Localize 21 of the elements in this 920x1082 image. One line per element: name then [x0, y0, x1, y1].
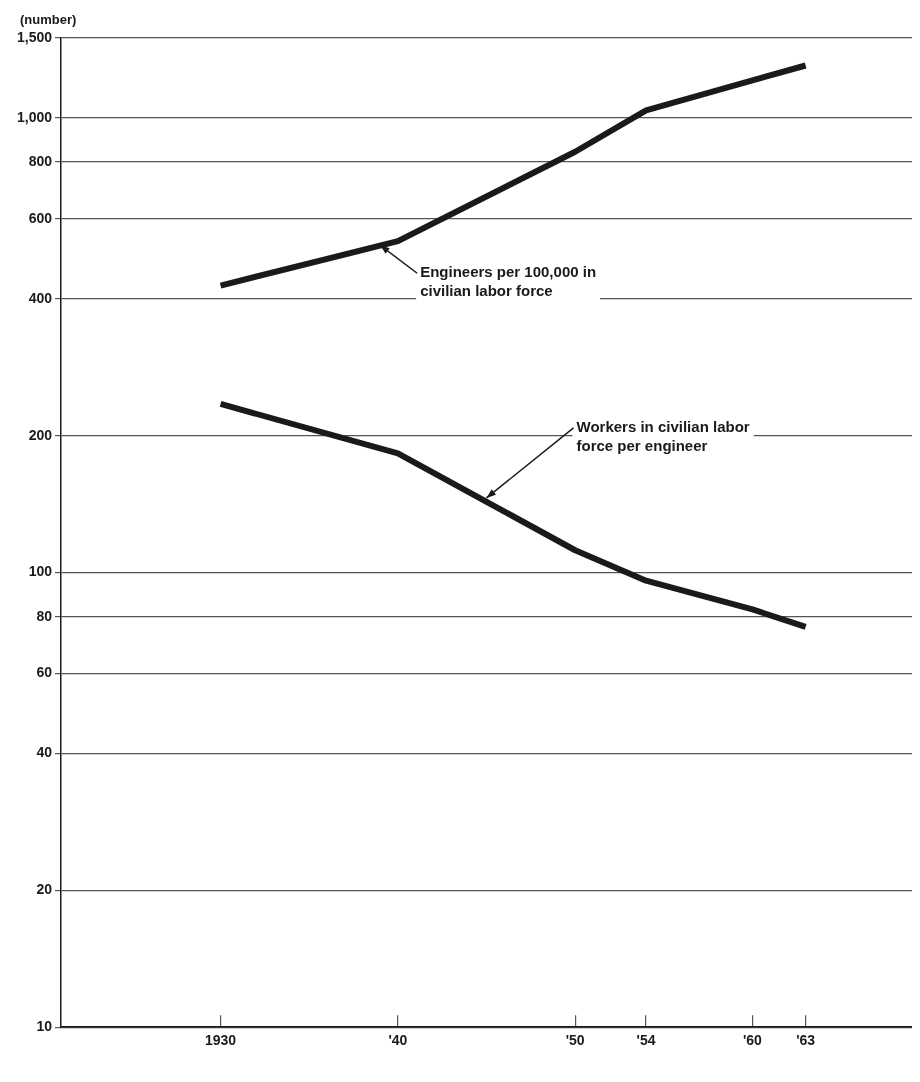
- y-axis-title: (number): [20, 12, 77, 28]
- y-tick-label: 800: [28, 152, 53, 169]
- y-tick-label: 20: [36, 881, 53, 898]
- x-tick-label: '40: [388, 1032, 408, 1049]
- y-tick-label: 200: [28, 426, 53, 443]
- y-tick-label: 60: [36, 664, 53, 681]
- y-tick-label: 100: [28, 563, 53, 580]
- annotation: Engineers per 100,000 in civilian labor force: [420, 262, 597, 299]
- y-tick-label: 1,000: [16, 108, 53, 125]
- y-tick-label: 600: [28, 209, 53, 226]
- x-tick-label: 1930: [205, 1032, 237, 1049]
- y-tick-label: 40: [36, 744, 53, 761]
- x-tick-label: '54: [636, 1032, 656, 1049]
- y-tick-label: 400: [28, 289, 53, 306]
- y-tick-label: 10: [36, 1018, 53, 1035]
- annotation: Workers in civilian labor force per engineer: [576, 417, 750, 454]
- y-tick-label: 80: [36, 607, 53, 624]
- x-tick-label: '60: [742, 1032, 763, 1049]
- x-tick-label: '63: [796, 1032, 816, 1049]
- x-tick-label: '50: [565, 1032, 585, 1049]
- y-tick-label: 1,500: [16, 28, 53, 45]
